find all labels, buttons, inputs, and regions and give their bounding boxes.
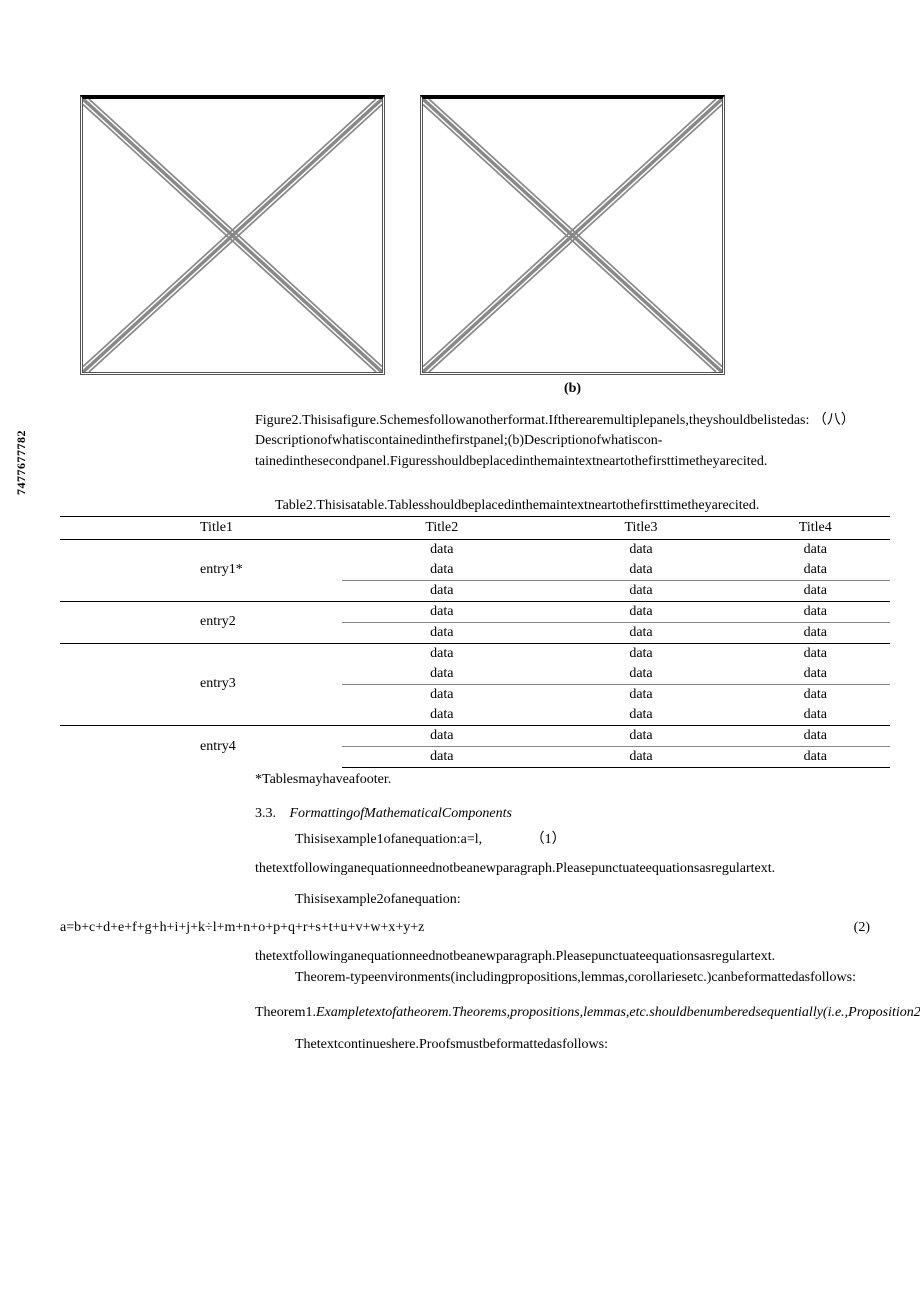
table-cell: data xyxy=(541,601,740,622)
table-cell: data xyxy=(741,643,890,664)
table-cell: data xyxy=(541,560,740,581)
figure-panel-b-label: (b) xyxy=(420,381,725,397)
table-footer: *Tablesmayhaveafooter. xyxy=(255,772,880,788)
theorem-block: Theorem1.Exampletextofatheorem.Theorems,… xyxy=(255,1002,870,1023)
table-cell: data xyxy=(741,622,890,643)
section-heading: 3.3. FormattingofMathematicalComponents xyxy=(255,806,880,822)
table-cell: data xyxy=(342,580,541,601)
table-cell: data xyxy=(741,746,890,767)
table-cell: data xyxy=(741,725,890,746)
table-cell: data xyxy=(741,580,890,601)
equation-1: Thisisexample1ofanequation:a=l, （1） xyxy=(295,828,880,848)
table-cell: data xyxy=(741,664,890,685)
equation-1-number: （1） xyxy=(531,832,566,847)
table-cell: data xyxy=(541,622,740,643)
proofs-intro: Thetextcontinueshere.Proofsmustbeformatt… xyxy=(295,1037,880,1053)
table-cell: data xyxy=(342,560,541,581)
table-cell: data xyxy=(342,643,541,664)
table-row: entry3datadatadata xyxy=(60,643,890,664)
table-cell: data xyxy=(541,539,740,560)
table-row: entry1*datadatadata xyxy=(60,539,890,560)
figure-panel-a-label xyxy=(80,381,385,397)
equation-2: a=b+c+d+e+f+g+h+i+j+k÷l+m+n+o+p+q+r+s+t+… xyxy=(60,920,870,936)
table-caption: Table2.Thisisatable.Tablesshouldbeplaced… xyxy=(275,498,880,514)
equation-2-number: (2) xyxy=(854,920,870,936)
figure-panel-a-placeholder xyxy=(80,95,385,375)
table-cell: data xyxy=(342,725,541,746)
table-cell: data xyxy=(741,560,890,581)
table-header-row: Title1 Title2 Title3 Title4 xyxy=(60,516,890,539)
theorem-label: Theorem1. xyxy=(255,1005,316,1020)
paragraph-after-eq1: thetextfollowinganequationneednotbeanewp… xyxy=(255,858,870,879)
equation-2-lead: Thisisexample2ofanequation: xyxy=(295,889,880,910)
figure-panel-labels: (b) xyxy=(80,381,880,397)
figure-panels-row xyxy=(80,95,880,375)
table-rowhead: entry2 xyxy=(60,601,342,643)
table-cell: data xyxy=(741,601,890,622)
figure-caption: Figure2.Thisisafigure.Schemesfollowanoth… xyxy=(255,411,870,472)
table-header: Title4 xyxy=(741,516,890,539)
table-cell: data xyxy=(541,684,740,705)
table-cell: data xyxy=(741,705,890,726)
table-header: Title2 xyxy=(342,516,541,539)
placeholder-x-icon xyxy=(423,99,722,372)
figure-panel-b-placeholder xyxy=(420,95,725,375)
table-cell: data xyxy=(342,684,541,705)
table-header: Title1 xyxy=(60,516,342,539)
table-cell: data xyxy=(541,725,740,746)
table-rowhead: entry1* xyxy=(60,539,342,601)
table-cell: data xyxy=(541,580,740,601)
table-cell: data xyxy=(342,664,541,685)
section-number: 3.3. xyxy=(255,806,276,821)
page-side-label: 7477677782 xyxy=(14,430,29,495)
table-cell: data xyxy=(342,705,541,726)
table-cell: data xyxy=(342,746,541,767)
equation-1-body: Thisisexample1ofanequation:a=l, xyxy=(295,832,482,847)
table-rowhead: entry3 xyxy=(60,643,342,725)
paragraph-after-eq2: thetextfollowinganequationneednotbeanewp… xyxy=(255,946,870,967)
table-cell: data xyxy=(541,664,740,685)
table-cell: data xyxy=(741,539,890,560)
table-header: Title3 xyxy=(541,516,740,539)
table-row: entry4datadatadata xyxy=(60,725,890,746)
table-cell: data xyxy=(342,622,541,643)
table-cell: data xyxy=(541,705,740,726)
table-row: entry2datadatadata xyxy=(60,601,890,622)
table-cell: data xyxy=(541,746,740,767)
theorem-body: Exampletextofatheorem.Theorems,propositi… xyxy=(316,1005,920,1020)
table-cell: data xyxy=(741,684,890,705)
table-cell: data xyxy=(541,643,740,664)
placeholder-x-icon xyxy=(83,99,382,372)
equation-2-body: a=b+c+d+e+f+g+h+i+j+k÷l+m+n+o+p+q+r+s+t+… xyxy=(60,920,424,936)
table-cell: data xyxy=(342,601,541,622)
theorem-intro: Theorem-typeenvironments(includingpropos… xyxy=(295,967,880,988)
data-table: Title1 Title2 Title3 Title4 entry1*datad… xyxy=(60,516,890,768)
section-title: FormattingofMathematicalComponents xyxy=(290,806,512,821)
table-cell: data xyxy=(342,539,541,560)
table-rowhead: entry4 xyxy=(60,725,342,767)
